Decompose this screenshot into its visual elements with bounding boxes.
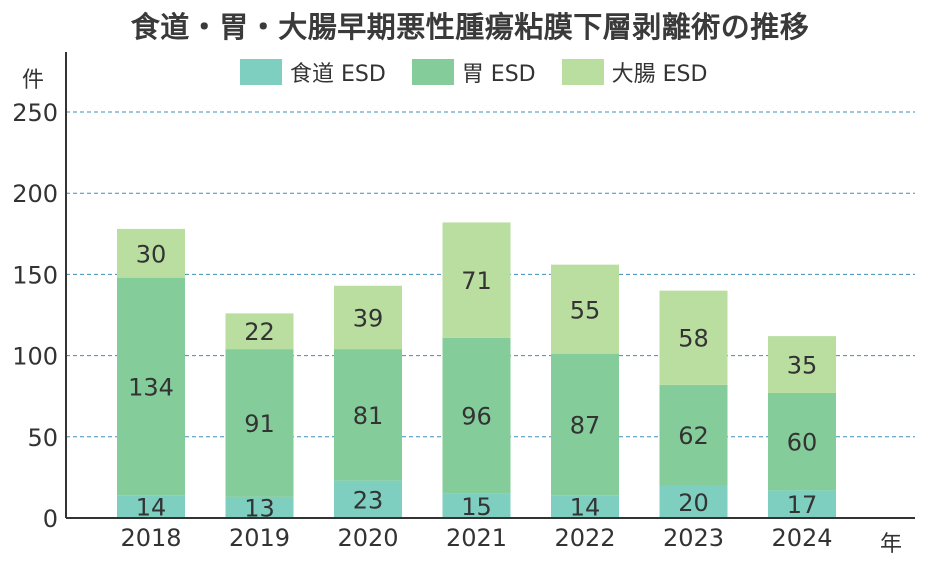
bar-2019-series-2 [225, 313, 294, 350]
data-label-2023-series-0: 20 [678, 489, 709, 517]
y-axis-unit-label: 件 [22, 68, 45, 93]
data-label-2021-series-2: 71 [461, 267, 492, 295]
y-tick-label-150: 150 [12, 261, 58, 289]
data-label-2024-series-2: 35 [787, 352, 818, 380]
legend-label-colon: 大腸 ESD [611, 62, 708, 87]
legend-item-esophagus: 食道 ESD [240, 56, 386, 88]
data-label-2023-series-2: 58 [678, 325, 709, 353]
data-label-2023-series-1: 62 [678, 422, 709, 450]
bar-2023-series-2 [659, 290, 728, 385]
bar-2021-series-0 [442, 493, 511, 518]
chart-legend: 食道 ESD 胃 ESD 大腸 ESD [240, 56, 707, 88]
data-label-2024-series-1: 60 [787, 429, 818, 457]
bar-2024-series-0 [768, 490, 836, 518]
y-tick-label-0: 0 [43, 505, 58, 533]
data-label-2018-series-0: 14 [136, 494, 167, 522]
x-tick-label-2022: 2022 [554, 524, 615, 552]
bar-2018-series-2 [117, 228, 185, 278]
bar-2022-series-2 [551, 264, 619, 354]
legend-item-colon: 大腸 ESD [561, 56, 708, 88]
legend-swatch-stomach [411, 59, 454, 85]
legend-swatch-colon [561, 59, 604, 85]
bar-2018-series-1 [117, 277, 185, 496]
data-label-2022-series-2: 55 [570, 296, 601, 324]
data-label-2018-series-2: 30 [136, 240, 167, 268]
bar-2022-series-1 [551, 353, 619, 496]
bar-2021-series-2 [442, 222, 511, 338]
bar-2021-series-1 [442, 337, 511, 494]
bar-2024-series-1 [768, 392, 836, 491]
x-tick-label-2020: 2020 [337, 524, 398, 552]
y-tick-label-200: 200 [12, 180, 58, 208]
bar-2023-series-0 [659, 485, 728, 518]
data-label-2021-series-0: 15 [461, 493, 492, 521]
data-label-2021-series-1: 96 [461, 403, 492, 431]
legend-label-stomach: 胃 ESD [461, 62, 536, 87]
legend-label-esophagus: 食道 ESD [290, 62, 386, 87]
bar-2019-series-1 [225, 349, 294, 497]
x-tick-label-2021: 2021 [446, 524, 507, 552]
x-axis-unit-label: 年 [880, 532, 903, 557]
y-tick-label-50: 50 [27, 424, 58, 452]
x-tick-label-2023: 2023 [663, 524, 724, 552]
x-tick-label-2024: 2024 [771, 524, 832, 552]
legend-swatch-esophagus [240, 59, 282, 85]
legend-item-stomach: 胃 ESD [411, 56, 536, 88]
data-label-2019-series-1: 91 [244, 410, 275, 438]
bar-2018-series-0 [117, 495, 185, 518]
bar-2019-series-0 [225, 496, 294, 518]
bar-2020-series-2 [334, 285, 402, 350]
bar-2022-series-0 [551, 495, 619, 518]
y-tick-label-250: 250 [12, 99, 58, 127]
bar-2024-series-2 [768, 336, 836, 393]
chart-title: 食道・胃・大腸早期悪性腫瘍粘膜下層剥離術の推移 [130, 10, 810, 44]
data-label-2022-series-0: 14 [570, 494, 601, 522]
data-label-2020-series-2: 39 [353, 304, 384, 332]
y-tick-label-100: 100 [12, 343, 58, 371]
x-tick-label-2018: 2018 [120, 524, 181, 552]
bar-2020-series-0 [334, 480, 402, 518]
x-tick-label-2019: 2019 [229, 524, 290, 552]
data-label-2024-series-0: 17 [787, 491, 818, 519]
data-label-2022-series-1: 87 [570, 412, 601, 440]
data-label-2020-series-0: 23 [353, 486, 384, 514]
bar-2020-series-1 [334, 349, 402, 481]
data-label-2019-series-2: 22 [244, 318, 275, 346]
bar-2023-series-1 [659, 384, 728, 486]
data-label-2018-series-1: 134 [128, 373, 174, 401]
data-label-2020-series-1: 81 [353, 402, 384, 430]
